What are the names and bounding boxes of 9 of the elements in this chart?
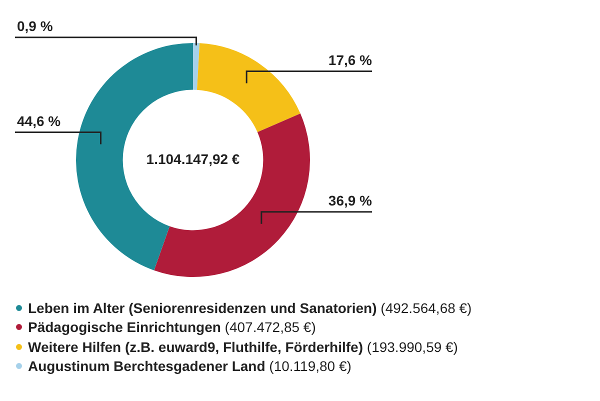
legend-label: Augustinum Berchtesgadener Land (10.119,80 €) (28, 358, 352, 374)
data-label: 0,9 % (17, 18, 54, 34)
legend-label: Weitere Hilfen (z.B. euward9, Fluthilfe, Förderhilfe) (193.990,59 €) (28, 338, 458, 355)
text: 1.104.147,92 € (146, 150, 240, 167)
legend-label: Pädagogische Einrichtungen (407.472,85 €) (28, 319, 316, 336)
data-label: 36,9 % (328, 192, 373, 209)
data-label: 17,6 % (328, 52, 373, 68)
data-label: 44,6 % (17, 113, 62, 130)
legend-label: Leben im Alter (Seniorenresidenzen und Sanatorien) (492.564,68 €) (28, 300, 472, 316)
